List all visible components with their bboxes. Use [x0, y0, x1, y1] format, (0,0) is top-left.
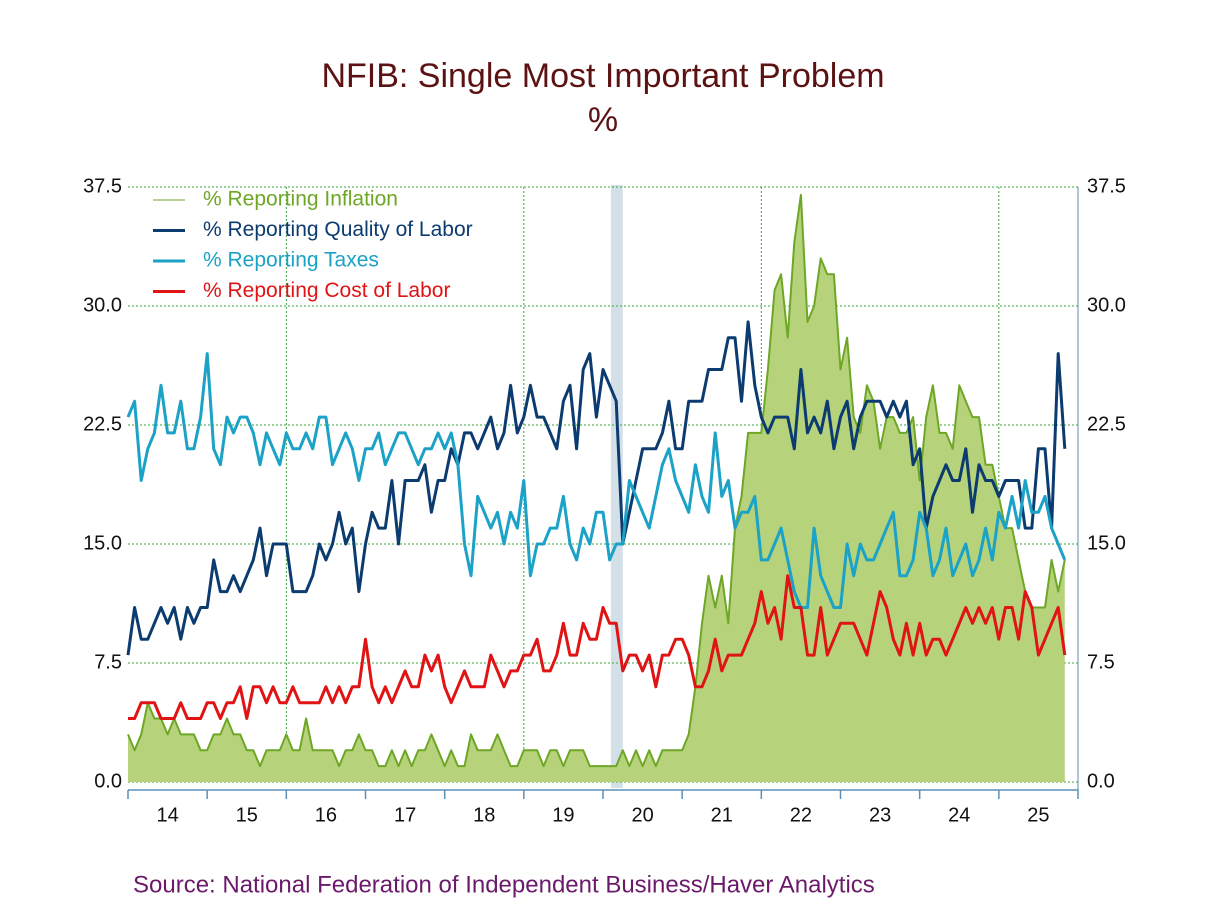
x-tick-label: 19 — [552, 804, 574, 826]
legend-label: % Reporting Cost of Labor — [203, 279, 450, 302]
legend-label: % Reporting Taxes — [203, 249, 379, 272]
area — [128, 194, 1065, 782]
y-tick-label: 15.0 — [83, 532, 122, 554]
x-tick-label: 21 — [711, 804, 733, 826]
line — [128, 574, 1067, 720]
legend-label: % Reporting Inflation — [203, 188, 398, 211]
x-tick-label: 23 — [869, 804, 891, 826]
y-tick-label: 7.5 — [94, 651, 122, 673]
y2-tick-label: 22.5 — [1087, 413, 1126, 435]
x-tick-label: 18 — [473, 804, 495, 826]
x-tick-label: 14 — [156, 804, 178, 826]
chart-subtitle: % — [588, 101, 618, 139]
x-tick-label: 20 — [631, 804, 653, 826]
source-note: Source: National Federation of Independe… — [133, 871, 875, 898]
x-tick-label: 16 — [315, 804, 337, 826]
line — [126, 352, 1067, 609]
y-tick-label: 37.5 — [83, 175, 122, 197]
recession-band — [610, 185, 623, 788]
y-tick-label: 30.0 — [83, 294, 122, 316]
x-tick-label: 24 — [948, 804, 970, 826]
y2-tick-label: 15.0 — [1087, 532, 1126, 554]
y2-tick-label: 37.5 — [1087, 175, 1126, 197]
y2-tick-label: 30.0 — [1087, 294, 1126, 316]
x-tick-label: 17 — [394, 804, 416, 826]
y-tick-label: 0.0 — [94, 770, 122, 792]
y-tick-label: 22.5 — [83, 413, 122, 435]
legend-label: % Reporting Quality of Labor — [203, 218, 473, 241]
x-tick-label: 15 — [236, 804, 258, 826]
x-tick-label: 22 — [790, 804, 812, 826]
line — [126, 320, 1067, 656]
y2-tick-label: 0.0 — [1087, 770, 1115, 792]
chart-title: NFIB: Single Most Important Problem — [321, 57, 884, 95]
x-tick-label: 25 — [1027, 804, 1049, 826]
y2-tick-label: 7.5 — [1087, 651, 1115, 673]
